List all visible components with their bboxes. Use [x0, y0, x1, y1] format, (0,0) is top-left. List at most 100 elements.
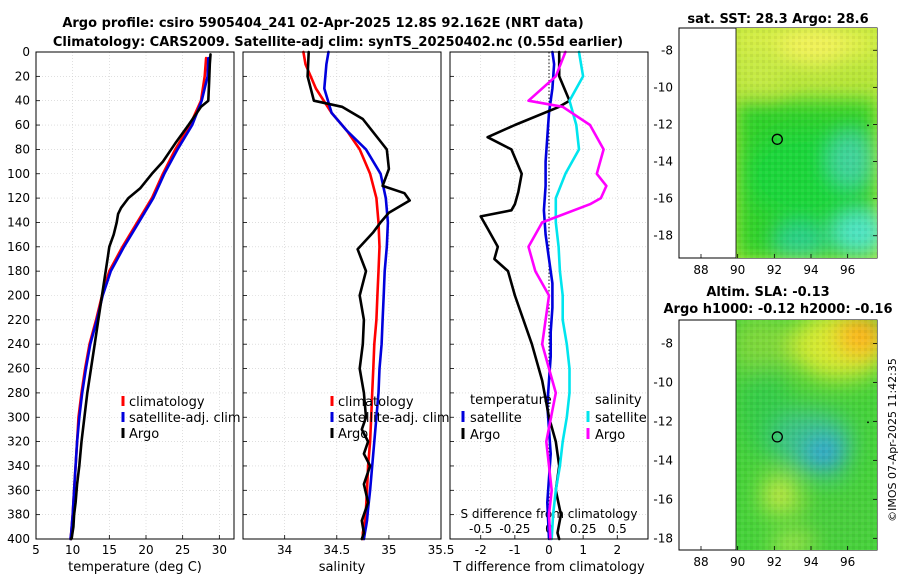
diff-xtick-label: -1 [509, 543, 521, 557]
sla-argo-marker [771, 431, 783, 443]
depth-tick-label: 200 [7, 289, 30, 303]
temp-plot-frame [35, 51, 235, 540]
sst-lat-tick-label: -14 [653, 155, 673, 169]
temp-xaxis-label: temperature (deg C) [68, 560, 202, 575]
temp-xtick-label: 25 [175, 543, 190, 557]
salinity-diff-tick-label: -0.25 [499, 522, 530, 536]
sla-map-title: Altim. SLA: -0.13 [706, 285, 829, 300]
depth-tick-label: 240 [7, 337, 30, 351]
temp-legend-label: satellite-adj. clim [129, 411, 241, 426]
diff-xaxis-label: T difference from climatology [452, 560, 645, 575]
temp-legend-label: Argo [129, 427, 159, 442]
diff-legend-header-temperature: temperature [470, 393, 552, 408]
sst-argo-marker [771, 133, 783, 145]
temp-xtick-label: 20 [138, 543, 153, 557]
depth-tick-label: 180 [7, 264, 30, 278]
depth-tick-label: 80 [15, 142, 30, 156]
depth-tick-label: 100 [7, 167, 30, 181]
depth-tick-label: 280 [7, 386, 30, 400]
temperature-panel: 0 20 40 60 80 100 120 140 160 180 200 220 240 260 280 3… [7, 45, 241, 575]
depth-tick-label: 0 [22, 45, 30, 59]
sla-lat-tick-label: -14 [653, 453, 673, 467]
depth-tick-label: 360 [7, 483, 30, 497]
sal-xaxis-label: salinity [319, 560, 366, 575]
diff-xtick-label: 1 [579, 543, 587, 557]
sal-xtick-label: 35 [381, 543, 396, 557]
diff-legend-label: satellite [595, 411, 647, 426]
sst-lat-tick-label: -8 [661, 43, 673, 57]
temp-xtick-label: 15 [102, 543, 117, 557]
diff-series-salinity-satellite-line [550, 50, 585, 541]
temp-xtick-label: 10 [65, 543, 80, 557]
sst-lat-tick-label: -10 [653, 80, 673, 94]
sal-legend-label: climatology [338, 395, 414, 410]
sla-lon-tick-label: 92 [767, 555, 782, 569]
diff-xtick-label: 2 [613, 543, 621, 557]
sst-lat-tick-label: -12 [653, 117, 673, 131]
sal-xtick-label: 34.5 [323, 543, 350, 557]
sst-lon-tick-label: 96 [840, 263, 855, 277]
sal-plot-frame [242, 51, 442, 540]
depth-tick-label: 160 [7, 240, 30, 254]
salinity-diff-tick-label: 0.5 [608, 522, 627, 536]
sst-lon-tick-label: 94 [803, 263, 818, 277]
sla-lat-tick-label: -10 [653, 375, 673, 389]
sst-lat-tick-label: -18 [653, 229, 673, 243]
diff-series-temperature-argo-line [479, 50, 571, 541]
imos-timestamp-stamp: ©IMOS 07-Apr-2025 11:42:35 [886, 358, 899, 522]
sla-lon-tick-label: 90 [730, 555, 745, 569]
diff-xtick-label: 0 [545, 543, 553, 557]
sla-lon-tick-label: 94 [803, 555, 818, 569]
diff-series-salinity-argo-line [527, 50, 608, 541]
depth-tick-label: 320 [7, 435, 30, 449]
sal-legend-label: Argo [338, 427, 368, 442]
diff-xtick-label: -2 [475, 543, 487, 557]
sla-lat-tick-label: -16 [653, 492, 673, 506]
diff-legend-header-salinity: salinity [595, 393, 642, 408]
sst-lon-tick-label: 88 [693, 263, 708, 277]
sst-lon-tick-label: 90 [730, 263, 745, 277]
diff-series-temperature-satellite-line [542, 50, 556, 541]
sal-xtick-label: 35.5 [428, 543, 455, 557]
sla-lat-tick-label: -8 [661, 336, 673, 350]
depth-tick-label: 300 [7, 410, 30, 424]
sst-map: 88 90 92 94 96 -8 -10 -12 -14 -16 -18 [653, 27, 878, 277]
depth-tick-label: 400 [7, 532, 30, 546]
depth-tick-label: 340 [7, 459, 30, 473]
depth-tick-label: 260 [7, 362, 30, 376]
depth-tick-label: 40 [15, 94, 30, 108]
depth-tick-label: 140 [7, 215, 30, 229]
salinity-diff-tick-label: 0.25 [570, 522, 597, 536]
depth-tick-label: 120 [7, 191, 30, 205]
sst-lon-tick-label: 92 [767, 263, 782, 277]
temp-xtick-label: 30 [212, 543, 227, 557]
depth-tick-label: 220 [7, 313, 30, 327]
figure-title-line1: Argo profile: csiro 5905404_241 02-Apr-2… [62, 16, 583, 31]
sst-map-title: sat. SST: 28.3 Argo: 28.6 [687, 12, 868, 27]
sst-small-island-dot [867, 124, 869, 127]
sla-heatmap-field [736, 320, 877, 550]
diff-legend-label: satellite [470, 411, 522, 426]
salinity-diff-tick-label: -0.5 [469, 522, 492, 536]
sla-map-subtitle: Argo h1000: -0.12 h2000: -0.16 [663, 302, 892, 317]
temp-series-argo-line [69, 53, 212, 541]
figure-title-line2: Climatology: CARS2009. Satellite-adj cli… [53, 35, 623, 50]
diff-plot-frame [449, 51, 649, 540]
sal-series-argo-line [306, 50, 412, 541]
sla-lon-tick-label: 96 [840, 555, 855, 569]
difference-panel: -2 -1 0 1 2-0.5 -0.25 0 0.25 0.5S difference fro… [449, 50, 649, 575]
temp-legend-label: climatology [129, 395, 205, 410]
salinity-panel: 34 34.5 35 35.5 salinity climatologysatellite… [242, 50, 455, 575]
depth-tick-label: 60 [15, 118, 30, 132]
temp-xtick-label: 5 [32, 543, 40, 557]
sla-small-island-dot [867, 421, 869, 424]
sal-legend-label: satellite-adj. clim [338, 411, 450, 426]
depth-tick-label: 20 [15, 69, 30, 83]
sla-map: 88 90 92 94 96 -8 -10 -12 -14 -16 -18 [653, 319, 878, 569]
sal-xtick-label: 34 [277, 543, 292, 557]
sst-lat-tick-label: -16 [653, 192, 673, 206]
sst-heatmap-field [736, 28, 877, 258]
sla-lat-tick-label: -18 [653, 531, 673, 545]
depth-tick-label: 380 [7, 508, 30, 522]
